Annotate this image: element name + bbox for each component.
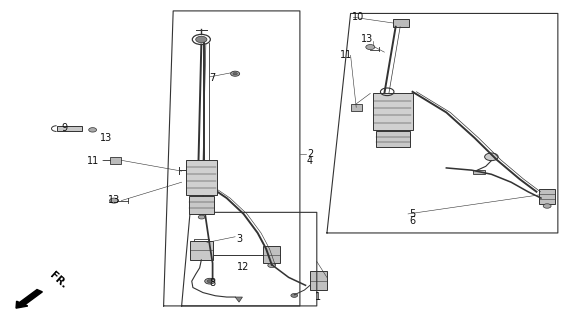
Bar <box>310 271 327 290</box>
Circle shape <box>543 204 551 208</box>
Bar <box>189 196 215 214</box>
Bar <box>473 170 484 174</box>
Text: 6: 6 <box>409 216 415 226</box>
Bar <box>376 132 410 147</box>
Text: 9: 9 <box>61 123 67 133</box>
Circle shape <box>205 278 215 284</box>
Bar <box>263 246 280 263</box>
Text: FR.: FR. <box>48 270 68 290</box>
Text: 3: 3 <box>236 234 242 244</box>
Bar <box>110 157 121 164</box>
Text: 13: 13 <box>100 133 112 143</box>
Text: 1: 1 <box>315 292 321 302</box>
Circle shape <box>366 44 375 50</box>
Bar <box>393 19 409 27</box>
Text: 11: 11 <box>87 156 98 166</box>
Bar <box>350 104 362 111</box>
Bar <box>373 93 413 130</box>
Text: 11: 11 <box>340 50 352 60</box>
Bar <box>57 126 82 132</box>
Circle shape <box>230 71 239 76</box>
Circle shape <box>207 280 213 283</box>
Bar <box>186 160 217 195</box>
Text: 10: 10 <box>352 12 364 22</box>
Text: 12: 12 <box>237 262 250 272</box>
Text: 5: 5 <box>409 209 415 219</box>
Circle shape <box>268 263 276 268</box>
Text: 7: 7 <box>209 73 216 83</box>
Circle shape <box>291 293 298 297</box>
Polygon shape <box>235 297 242 302</box>
Circle shape <box>89 128 97 132</box>
Circle shape <box>110 198 118 203</box>
Circle shape <box>196 36 207 43</box>
Text: 13: 13 <box>108 195 120 205</box>
FancyArrow shape <box>16 290 42 308</box>
Bar <box>539 188 555 204</box>
Text: 13: 13 <box>361 35 374 44</box>
Circle shape <box>484 153 498 161</box>
Text: 8: 8 <box>209 278 216 288</box>
Text: 2: 2 <box>307 149 313 159</box>
Text: 4: 4 <box>307 156 313 166</box>
Bar <box>190 241 213 260</box>
Circle shape <box>198 215 205 219</box>
Circle shape <box>233 72 237 75</box>
